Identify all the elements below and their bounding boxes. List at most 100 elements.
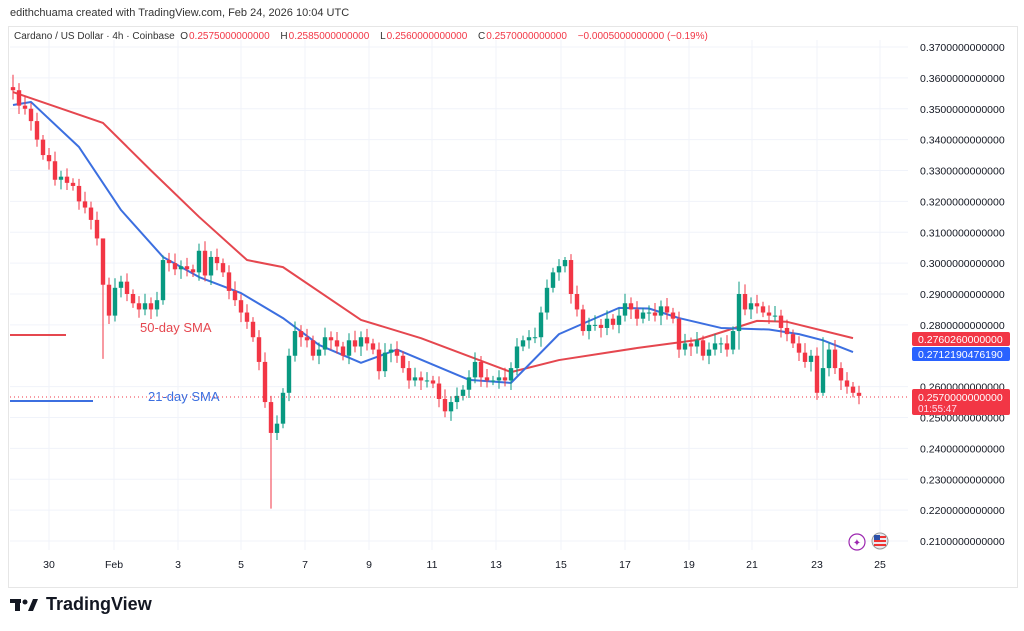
candle-body — [352, 340, 358, 347]
candle-up — [292, 321, 298, 362]
sma21-line — [12, 100, 854, 384]
candle-down — [400, 351, 406, 373]
candle-down — [778, 309, 784, 338]
candle-down — [352, 330, 358, 353]
candle-body — [856, 392, 862, 396]
candle-body — [274, 423, 280, 433]
candle-body — [478, 361, 484, 378]
candle-up — [358, 331, 364, 357]
candle-body — [760, 306, 766, 313]
svg-text:0.2712190476190: 0.2712190476190 — [918, 349, 1003, 361]
candle-body — [718, 343, 724, 345]
candle-up — [388, 343, 394, 363]
candle-body — [250, 321, 256, 338]
candle-up — [412, 367, 418, 387]
candle-body — [430, 380, 436, 384]
candle-down — [568, 254, 574, 304]
candle-down — [580, 304, 586, 336]
candle-down — [88, 201, 94, 230]
candle-down — [610, 314, 616, 330]
candle-body — [172, 263, 178, 270]
candle-down — [436, 376, 442, 408]
candle-body — [838, 368, 844, 381]
us-flag-icon[interactable] — [871, 532, 889, 550]
candle-body — [394, 349, 400, 356]
candle-body — [754, 303, 760, 307]
candle-up — [196, 243, 202, 281]
candle-body — [808, 355, 814, 362]
candle-body — [160, 260, 166, 301]
candle-body — [652, 312, 658, 316]
x-tick-label: 25 — [874, 559, 886, 571]
chart-credit: edithchuama created with TradingView.com… — [10, 7, 350, 19]
candle-down — [484, 369, 490, 388]
candle-body — [730, 331, 736, 350]
candle-down — [742, 284, 748, 316]
y-tick-label: 0.2500000000000 — [920, 413, 1005, 425]
candle-body — [532, 337, 538, 339]
candle-body — [520, 340, 526, 347]
candle-down — [598, 319, 604, 338]
candle-down — [670, 307, 676, 324]
tradingview-logo[interactable]: TradingView — [10, 594, 152, 615]
candle-down — [844, 372, 850, 394]
candle-up — [682, 333, 688, 356]
candle-up — [496, 370, 502, 389]
candle-body — [844, 380, 850, 387]
candle-body — [778, 315, 784, 328]
candle-down — [334, 331, 340, 354]
candle-down — [760, 301, 766, 318]
candle-body — [124, 281, 130, 294]
candle-down — [22, 96, 28, 115]
candle-up — [472, 352, 478, 384]
svg-text:0.2760260000000: 0.2760260000000 — [918, 334, 1003, 346]
candle-down — [634, 301, 640, 326]
candle-down — [688, 337, 694, 357]
candle-down — [214, 248, 220, 271]
candle-down — [82, 191, 88, 214]
candle-body — [622, 303, 628, 316]
candle-body — [772, 315, 778, 317]
candle-body — [346, 340, 352, 356]
candle-body — [154, 300, 160, 310]
bar-countdown: 01:55:47 — [918, 404, 957, 415]
candle-up — [460, 385, 466, 401]
candle-body — [814, 355, 820, 393]
magic-icon[interactable]: ✦ — [848, 533, 866, 551]
candle-body — [328, 337, 334, 341]
candle-body — [748, 303, 754, 310]
candle-body — [484, 377, 490, 381]
candle-body — [526, 337, 532, 341]
candle-body — [466, 377, 472, 390]
high-label: H — [280, 31, 288, 42]
candle-up — [466, 370, 472, 399]
candle-body — [190, 269, 196, 273]
candle-body — [340, 346, 346, 356]
candle-up — [532, 327, 538, 344]
candle-body — [118, 281, 124, 288]
x-tick-label: 5 — [238, 559, 244, 571]
candle-body — [640, 312, 646, 319]
candle-down — [220, 258, 226, 278]
candle-body — [646, 312, 652, 314]
candle-up — [694, 331, 700, 354]
candle-down — [94, 211, 100, 246]
candle-up — [826, 342, 832, 377]
candle-body — [364, 337, 370, 344]
candle-down — [676, 311, 682, 358]
candle-body — [514, 346, 520, 369]
candle-body — [208, 256, 214, 276]
x-tick-label: 19 — [683, 559, 695, 571]
candle-body — [268, 402, 274, 433]
chart-panel[interactable] — [8, 26, 1018, 588]
candle-up — [316, 342, 322, 365]
candle-body — [232, 290, 238, 301]
candle-down — [100, 238, 106, 359]
candle-body — [286, 355, 292, 393]
candle-body — [850, 386, 856, 393]
candle-down — [268, 395, 274, 509]
candle-down — [130, 289, 136, 308]
candle-body — [280, 392, 286, 424]
candle-down — [148, 297, 154, 320]
